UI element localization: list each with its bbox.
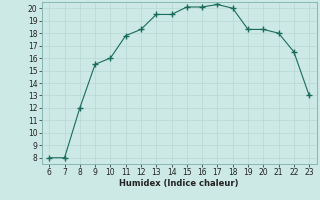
X-axis label: Humidex (Indice chaleur): Humidex (Indice chaleur) [119, 179, 239, 188]
